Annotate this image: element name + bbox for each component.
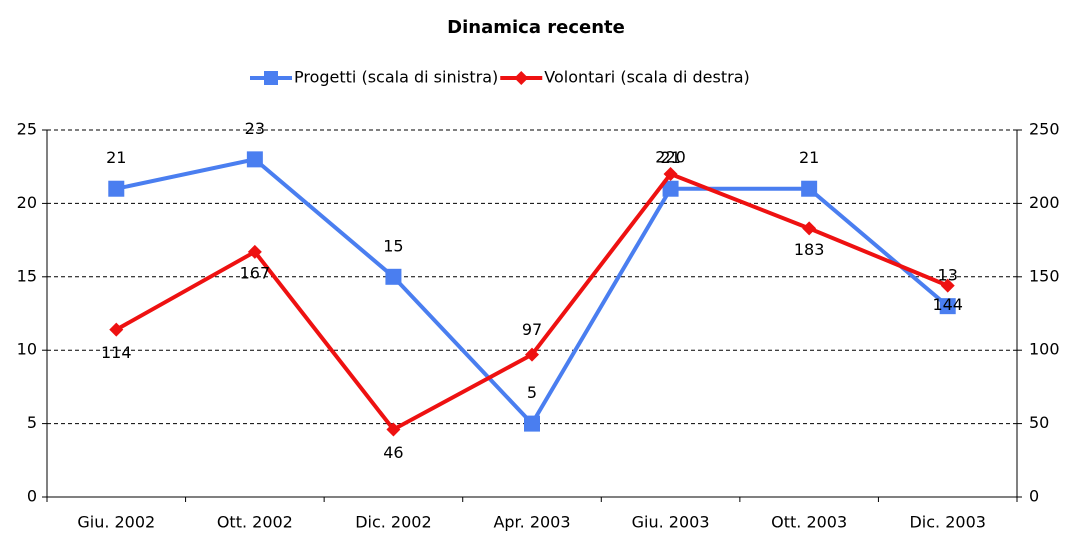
x-tick-label: Giu. 2003 [632,513,710,532]
y-tick-label: 15 [17,266,37,285]
y-tick-label: 25 [17,120,37,139]
x-tick-label: Ott. 2003 [771,513,847,532]
y2-tick-label: 100 [1029,340,1060,359]
data-label: 21 [106,148,126,167]
x-tick-label: Dic. 2002 [355,513,431,532]
x-tick-label: Giu. 2002 [77,513,155,532]
marker [525,347,539,362]
data-label: 183 [794,240,825,259]
data-label: 21 [799,148,819,167]
chart-title: Dinamica recente [447,17,625,38]
marker [246,151,263,168]
marker [386,422,401,437]
legend-label: Volontari (scala di destra) [544,68,750,87]
x-tick-label: Dic. 2003 [909,513,985,532]
y2-tick-label: 0 [1029,487,1039,506]
data-label: 46 [383,443,403,462]
y2-tick-label: 250 [1029,120,1060,139]
marker [801,180,818,197]
y2-tick-label: 200 [1029,193,1060,212]
x-tick-label: Apr. 2003 [493,513,570,532]
marker [524,415,540,432]
marker [109,322,124,337]
legend-marker [264,71,278,85]
marker [385,268,402,285]
marker [939,298,956,315]
legend-marker [514,71,529,85]
x-tick-label: Ott. 2002 [217,513,293,532]
y-tick-label: 5 [27,413,37,432]
y-tick-label: 20 [17,193,37,212]
data-label: 23 [245,119,265,138]
marker [247,244,262,259]
y-tick-label: 0 [27,487,37,506]
data-label: 97 [522,320,542,339]
legend-label: Progetti (scala di sinistra) [294,68,498,87]
marker [662,180,679,197]
data-label: 21 [660,148,680,167]
marker [108,180,125,197]
y2-tick-label: 150 [1029,266,1060,285]
marker [940,278,955,293]
marker [663,167,678,182]
data-label: 144 [932,295,963,314]
data-label: 167 [240,263,271,282]
data-label: 220 [655,148,686,167]
marker [802,221,817,236]
y2-tick-label: 50 [1029,413,1049,432]
data-label: 13 [938,266,958,285]
data-label: 5 [527,383,537,402]
data-label: 15 [383,236,403,255]
data-label: 114 [101,343,132,362]
y-tick-label: 10 [17,340,37,359]
